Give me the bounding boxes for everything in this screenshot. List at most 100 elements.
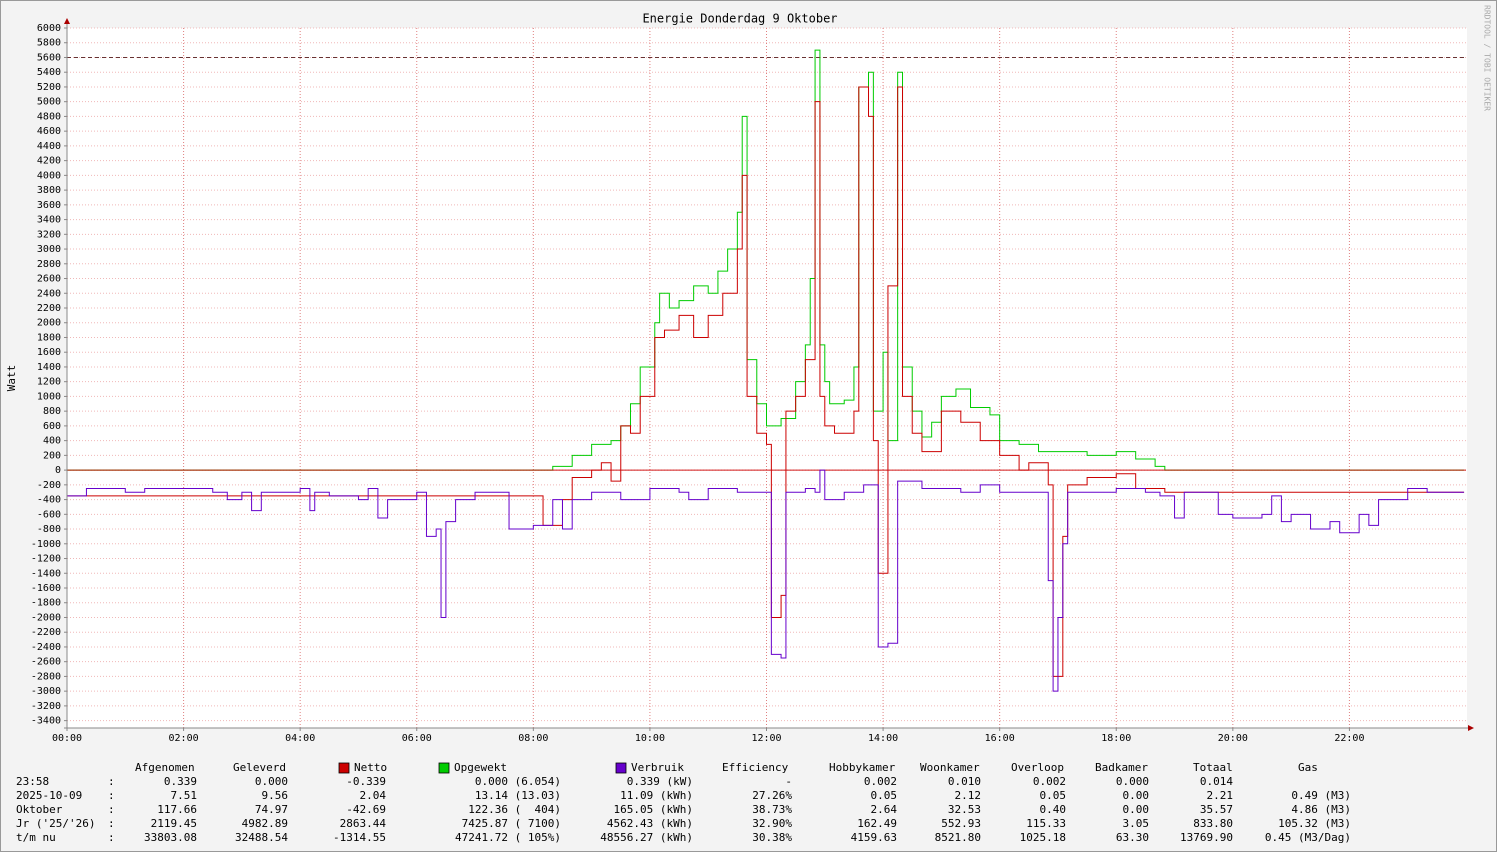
y-tick-label: -1800 [31, 598, 61, 609]
table-cell: 0.05 [1040, 789, 1067, 802]
table-cell: 1025.18 [1020, 831, 1066, 844]
row-label: Jr ('25/'26) [16, 817, 95, 830]
legend-swatch [338, 762, 350, 774]
y-tick-label: 1200 [37, 377, 61, 388]
y-tick-label: 6000 [37, 23, 61, 34]
x-tick-label: 00:00 [52, 733, 82, 744]
column-header: Totaal [1193, 761, 1233, 774]
y-tick-label: 5400 [37, 67, 61, 78]
table-cell: 48556.27 (kWh) [600, 831, 693, 844]
row-label: Oktober [16, 803, 63, 816]
x-tick-label: 04:00 [285, 733, 315, 744]
y-tick-label: 5000 [37, 97, 61, 108]
y-tick-label: -1200 [31, 554, 61, 565]
y-tick-label: 3600 [37, 200, 61, 211]
x-arrow [1468, 725, 1474, 731]
table-cell: 162.49 [857, 817, 897, 830]
plot-area [67, 28, 1467, 728]
table-cell: 115.33 [1026, 817, 1066, 830]
table-cell: 122.36 ( 404) [468, 803, 561, 816]
column-header: Afgenomen [135, 761, 195, 774]
row-label: 23:58 [16, 775, 49, 788]
column-header: Overloop [1011, 761, 1064, 774]
table-cell: 105.32 (M3) [1278, 817, 1351, 830]
table-cell: 2.12 [955, 789, 982, 802]
y-tick-label: 2800 [37, 259, 61, 270]
y-tick-label: -3400 [31, 716, 61, 727]
table-cell: -42.69 [346, 803, 386, 816]
legend-swatch [615, 762, 627, 774]
y-tick-label: 4800 [37, 111, 61, 122]
x-tick-label: 12:00 [751, 733, 781, 744]
y-tick-label: 3000 [37, 244, 61, 255]
row-separator: : [108, 775, 115, 788]
table-cell: 0.49 (M3) [1291, 789, 1351, 802]
column-header: Efficiency [722, 761, 789, 774]
x-tick-label: 02:00 [169, 733, 199, 744]
y-tick-label: 5200 [37, 82, 61, 93]
table-cell: 74.97 [255, 803, 288, 816]
x-tick-label: 06:00 [402, 733, 432, 744]
table-cell: 33803.08 [144, 831, 197, 844]
row-label: 2025-10-09 [16, 789, 82, 802]
table-cell: 35.57 [1200, 803, 1233, 816]
table-cell: 7425.87 ( 7100) [462, 817, 561, 830]
table-cell: 4159.63 [851, 831, 897, 844]
table-cell: 2.21 [1207, 789, 1234, 802]
series-line [67, 86, 1465, 677]
y-tick-label: -400 [37, 495, 61, 506]
legend-label: Verbruik [631, 761, 684, 774]
table-cell: 3.05 [1123, 817, 1150, 830]
table-cell: 0.00 [1123, 803, 1150, 816]
column-header: Badkamer [1095, 761, 1148, 774]
y-tick-label: 1800 [37, 332, 61, 343]
x-tick-label: 18:00 [1101, 733, 1131, 744]
y-tick-label: 1600 [37, 347, 61, 358]
table-cell: - [785, 775, 792, 788]
y-tick-label: 5600 [37, 52, 61, 63]
y-tick-label: -800 [37, 524, 61, 535]
y-tick-label: -2400 [31, 642, 61, 653]
table-cell: 4562.43 (kWh) [607, 817, 693, 830]
y-tick-label: 200 [43, 450, 61, 461]
table-cell: 47241.72 ( 105%) [455, 831, 561, 844]
row-separator: : [108, 831, 115, 844]
y-tick-label: -200 [37, 480, 61, 491]
table-cell: 0.00 [1123, 789, 1150, 802]
table-cell: 30.38% [752, 831, 792, 844]
y-tick-label: -1000 [31, 539, 61, 550]
y-tick-label: -2200 [31, 627, 61, 638]
legend-label: Netto [354, 761, 387, 774]
column-header: Woonkamer [920, 761, 980, 774]
x-tick-label: 10:00 [635, 733, 665, 744]
y-tick-label: 1000 [37, 391, 61, 402]
y-tick-label: 1400 [37, 362, 61, 373]
table-cell: 552.93 [941, 817, 981, 830]
table-cell: 7.51 [171, 789, 198, 802]
table-cell: 32488.54 [235, 831, 288, 844]
x-tick-label: 16:00 [985, 733, 1015, 744]
table-cell: 2.64 [871, 803, 898, 816]
table-cell: 0.40 [1040, 803, 1067, 816]
y-tick-label: -3000 [31, 686, 61, 697]
table-cell: 2863.44 [340, 817, 387, 830]
table-cell: -1314.55 [333, 831, 386, 844]
column-header: Hobbykamer [829, 761, 896, 774]
y-tick-label: -600 [37, 509, 61, 520]
table-cell: 2.04 [360, 789, 387, 802]
y-tick-label: -1600 [31, 583, 61, 594]
y-tick-label: 2000 [37, 318, 61, 329]
y-tick-label: 4200 [37, 156, 61, 167]
table-cell: 13.14 (13.03) [475, 789, 561, 802]
y-tick-label: -2600 [31, 657, 61, 668]
y-tick-label: 4000 [37, 170, 61, 181]
table-cell: 13769.90 [1180, 831, 1233, 844]
table-cell: 38.73% [752, 803, 792, 816]
column-header: Gas [1298, 761, 1318, 774]
table-cell: 0.339 [164, 775, 197, 788]
watermark: RRDTOOL / TOBI OETIKER [1483, 5, 1492, 111]
table-cell: 27.26% [752, 789, 792, 802]
table-cell: 165.05 (kWh) [614, 803, 693, 816]
row-separator: : [108, 789, 115, 802]
